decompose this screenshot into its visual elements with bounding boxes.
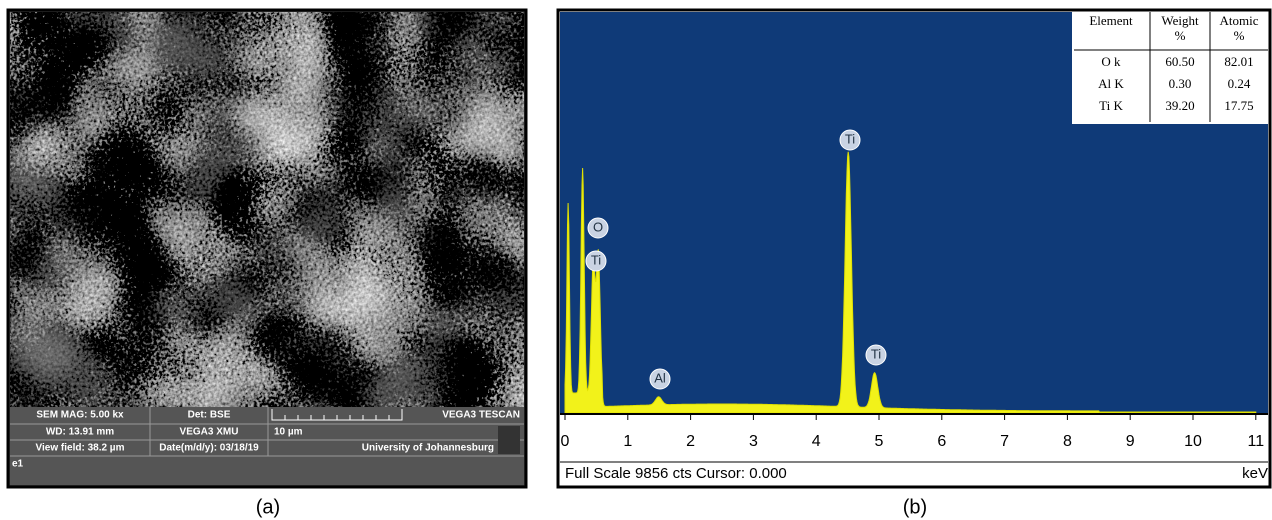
table-lines (1074, 12, 1268, 122)
info-bar (10, 407, 524, 485)
peak-label: Ti (845, 131, 855, 146)
info-grid (10, 407, 524, 457)
table-cell: O k (1101, 54, 1121, 69)
x-unit: keV (1242, 465, 1268, 482)
table-cell: 0.24 (1228, 76, 1251, 91)
x-tick-label: 7 (1000, 433, 1009, 450)
logo (498, 426, 520, 454)
info-text: VEGA3 XMU (180, 427, 239, 438)
table-header: Element (1089, 13, 1133, 28)
peak-label: O (593, 219, 603, 234)
x-tick-label: 3 (749, 433, 758, 450)
scale-bar (271, 409, 403, 421)
info-text: View field: 38.2 µm (36, 443, 125, 454)
sem-image (10, 12, 524, 407)
info-text: 10 µm (274, 427, 303, 438)
info-text: Date(m/d/y): 03/18/19 (159, 443, 259, 454)
info-text: Det: BSE (188, 410, 231, 421)
info-text: University of Johannesburg (362, 443, 494, 454)
info-text: SEM MAG: 5.00 kx (36, 410, 124, 421)
status-text: Full Scale 9856 cts Cursor: 0.000 (565, 465, 787, 482)
x-tick-label: 11 (1247, 433, 1264, 450)
peak-marker (587, 217, 609, 239)
info-text: WD: 13.91 mm (46, 427, 114, 438)
peak-marker (865, 344, 887, 366)
x-tick-label: 1 (623, 433, 632, 450)
info-text: e1 (12, 459, 24, 470)
peak-label: Al (654, 370, 666, 385)
x-tick-label: 0 (561, 433, 570, 450)
table-cell: 39.20 (1165, 98, 1194, 113)
table-header: Weight% (1161, 13, 1199, 43)
table-cell: Ti K (1099, 98, 1123, 113)
element-table (1072, 12, 1268, 124)
x-tick-label: 8 (1063, 433, 1072, 450)
caption: (a) (256, 496, 280, 518)
peak-marker (585, 250, 607, 272)
x-tick-label: 10 (1184, 433, 1202, 450)
info-text: VEGA3 TESCAN (442, 410, 520, 421)
peak-label: Ti (871, 346, 881, 361)
x-tick-label: 9 (1126, 433, 1135, 450)
x-tick-label: 5 (875, 433, 884, 450)
table-header: Atomic% (1220, 13, 1259, 43)
x-tick-label: 2 (686, 433, 695, 450)
caption: (b) (903, 496, 927, 518)
peak-marker (649, 368, 671, 390)
x-tick-label: 6 (937, 433, 946, 450)
table-cell: 60.50 (1165, 54, 1194, 69)
peak-label: Ti (591, 252, 601, 267)
peak-marker (839, 129, 861, 151)
table-cell: 17.75 (1224, 98, 1253, 113)
x-tick-label: 4 (812, 433, 821, 450)
table-cell: 82.01 (1224, 54, 1253, 69)
table-cell: 0.30 (1169, 76, 1192, 91)
spectrum (564, 151, 1257, 414)
table-cell: Al K (1098, 76, 1124, 91)
